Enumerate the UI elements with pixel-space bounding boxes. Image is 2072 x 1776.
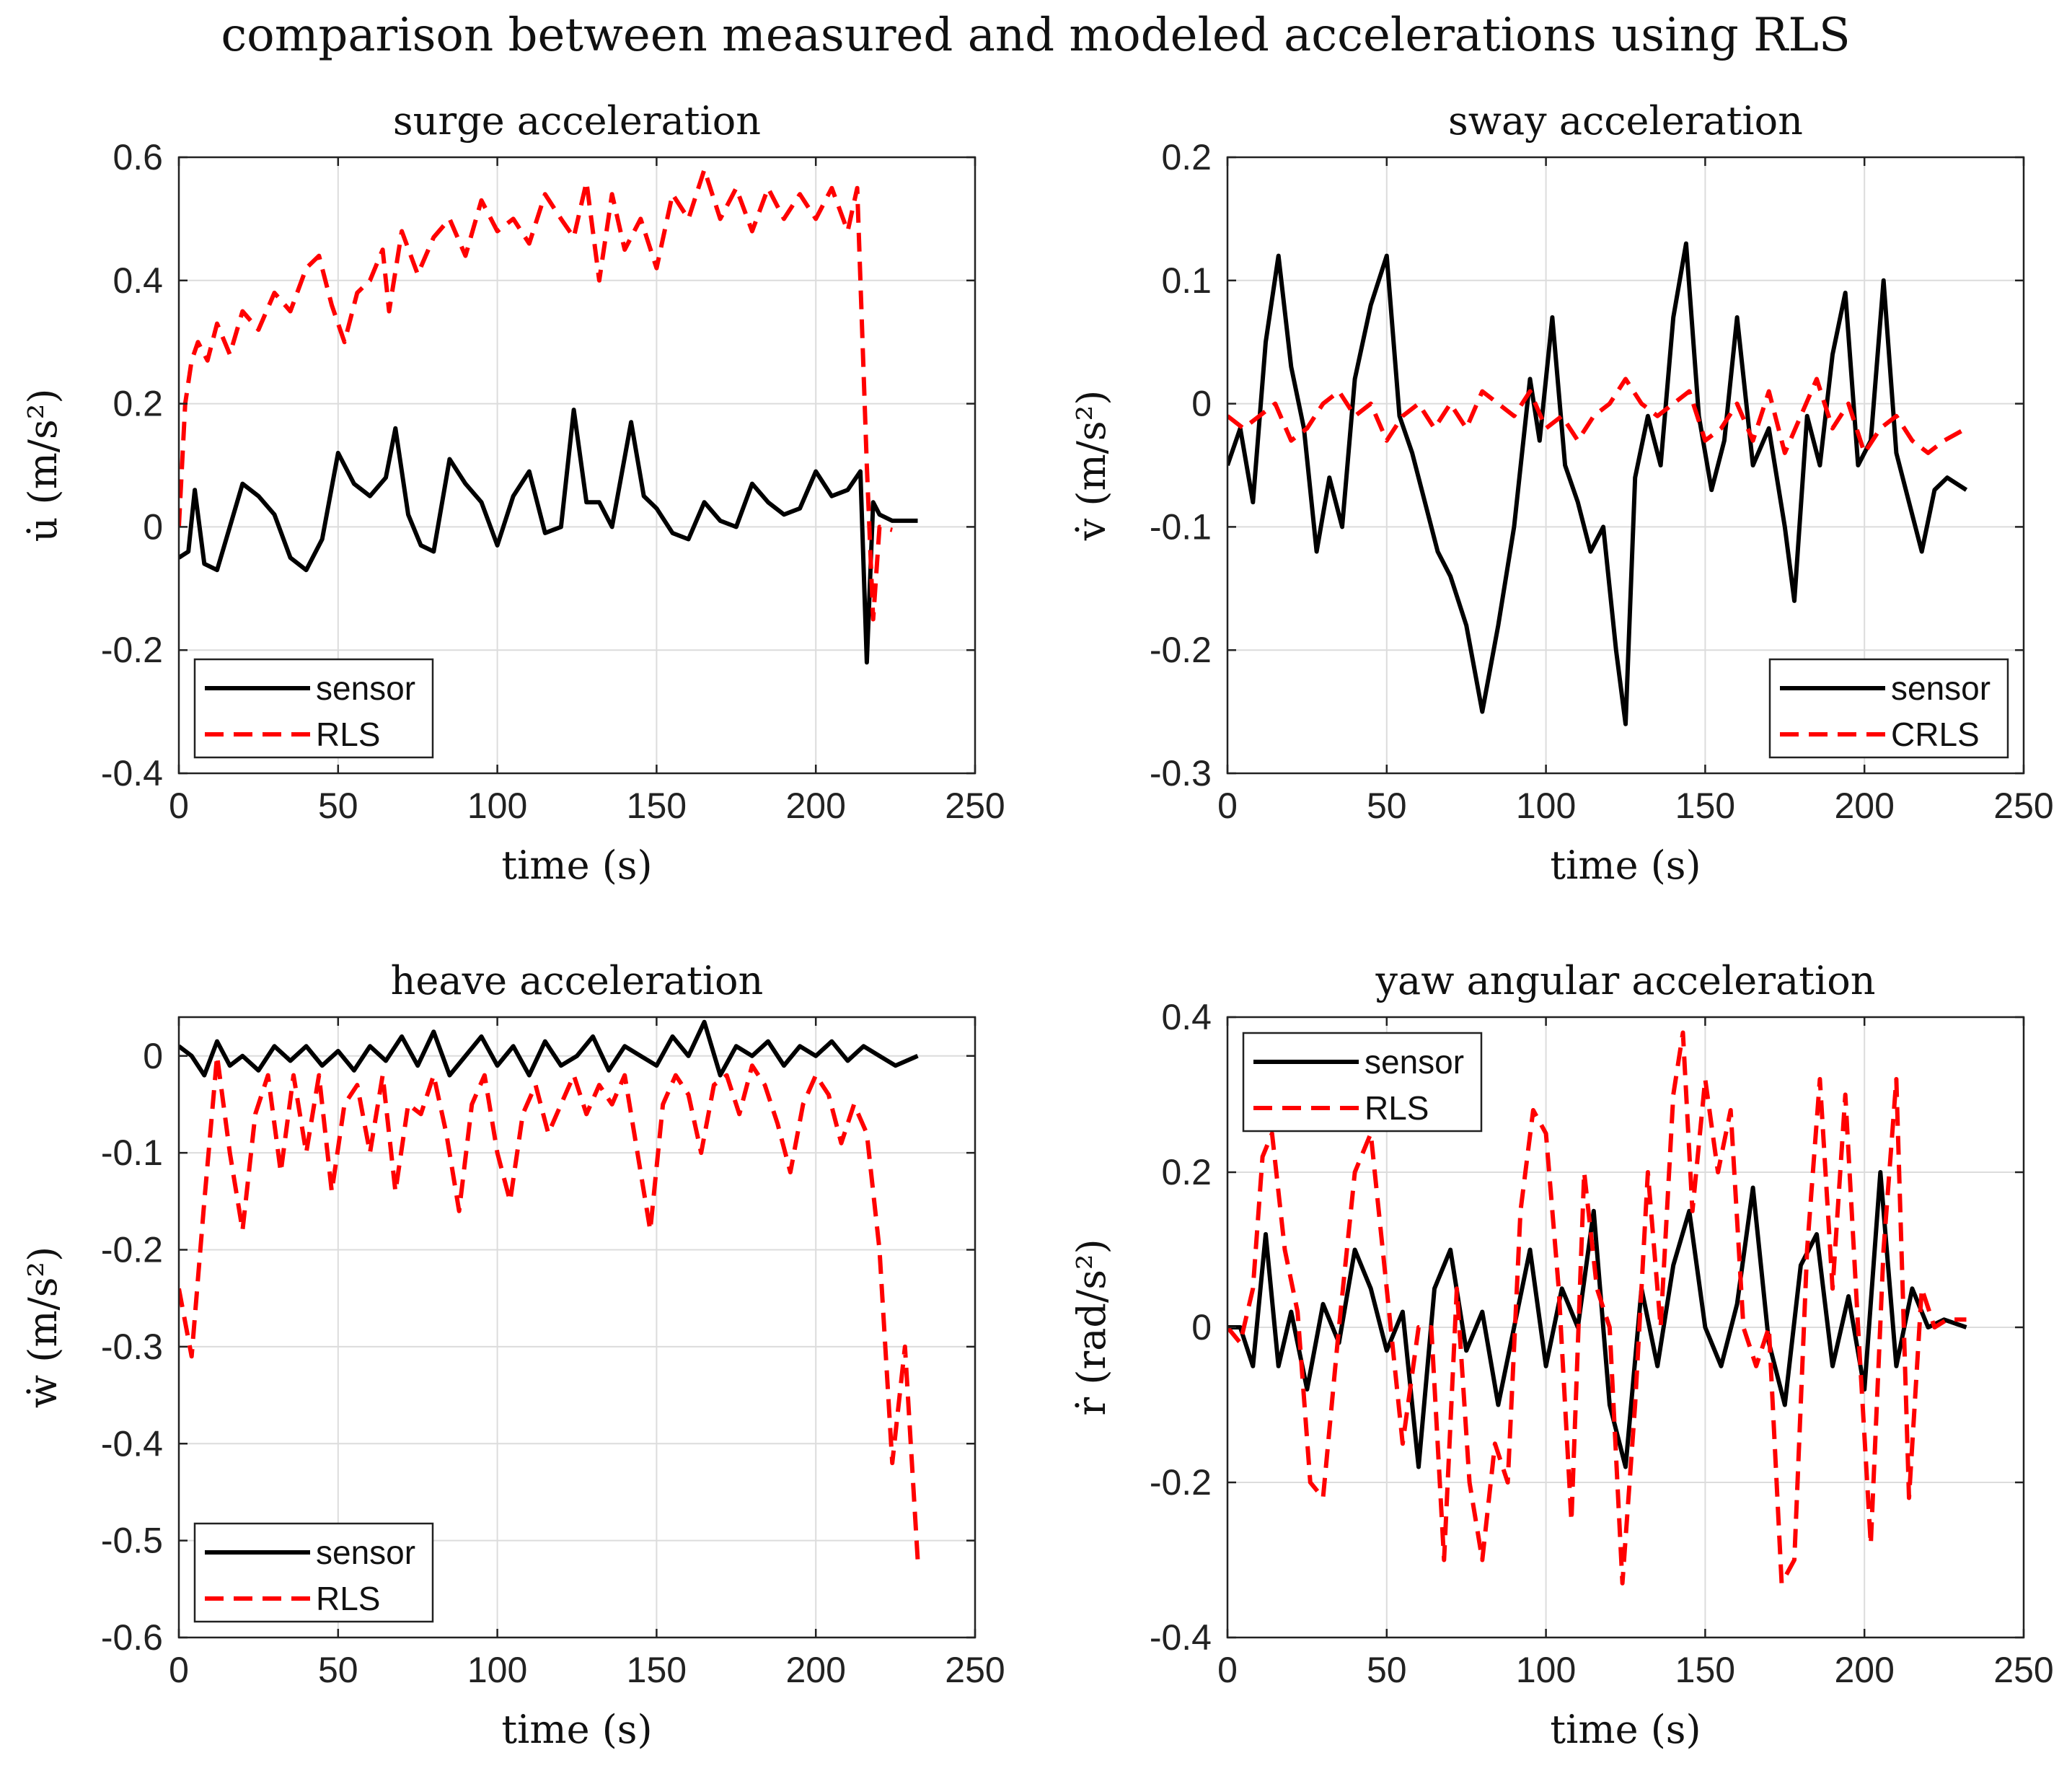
legend-label-rls: RLS	[1365, 1089, 1429, 1127]
y-tick-label: 0	[143, 506, 163, 547]
x-axis-label: time (s)	[1550, 1707, 1701, 1752]
legend-box	[193, 658, 434, 759]
x-tick-label: 150	[627, 786, 687, 826]
y-tick-label: 0	[143, 1036, 163, 1076]
legend-label-sensor: sensor	[316, 1534, 415, 1571]
subplot-2: 0 50 100 150 200 250 -0.3 -0.2 -0.1 0 0.1 0.2 sway a…	[1069, 98, 2054, 888]
x-tick-label: 250	[945, 786, 1005, 826]
x-tick-label: 0	[169, 786, 189, 826]
y-tick-label: -0.3	[101, 1327, 163, 1367]
x-axis-label: time (s)	[501, 1707, 652, 1752]
y-tick-label: -0.3	[1150, 753, 1212, 794]
subplot-3: 0 50 100 150 200 250 -0.6 -0.5 -0.4 -0.3 -0.2 -0.1 0…	[20, 958, 1005, 1752]
series-line-rls	[1227, 1030, 1967, 1586]
y-tick-label: 0.2	[1161, 137, 1212, 177]
y-axis-label: ṙ (rad/s²)	[1069, 1239, 1114, 1415]
subplot-4: 0 50 100 150 200 250 -0.4 -0.2 0 0.2 0.4 yaw angula…	[1069, 958, 2054, 1752]
y-axis-label: ẇ (m/s²)	[20, 1247, 66, 1408]
legend-label-sensor: sensor	[1365, 1043, 1464, 1081]
y-tick-label: -0.1	[1150, 506, 1212, 547]
x-tick-label: 150	[1675, 1650, 1735, 1690]
x-tick-label: 0	[1217, 786, 1238, 826]
legend-label-rls: RLS	[316, 1580, 380, 1617]
subplot-title: yaw angular acceleration	[1375, 958, 1876, 1003]
y-tick-label: 0	[1191, 1307, 1212, 1348]
x-tick-label: 200	[785, 1650, 845, 1690]
series-line-rls	[179, 1053, 920, 1560]
x-tick-label: 50	[318, 786, 358, 826]
y-tick-label: 0.4	[113, 260, 163, 301]
y-tick-label: -0.2	[1150, 1462, 1212, 1503]
y-tick-label: 0.4	[1161, 997, 1212, 1037]
x-tick-label: 250	[1993, 786, 2053, 826]
y-tick-label: -0.5	[101, 1521, 163, 1561]
y-tick-label: 0.6	[113, 137, 163, 177]
subplot-grid: 0 50 100 150 200 250 -0.4 -0.2 0 0.2 0.4 0.6 surge a…	[20, 98, 2054, 1752]
legend-label-rls: RLS	[316, 716, 380, 753]
y-tick-label: 0.2	[1161, 1152, 1212, 1192]
subplot-1: 0 50 100 150 200 250 -0.4 -0.2 0 0.2 0.4 0.6 surge a…	[20, 98, 1005, 888]
x-tick-label: 150	[1675, 786, 1735, 826]
legend: sensor RLS	[193, 658, 434, 759]
series-line-rls	[179, 167, 893, 622]
series-line-sensor	[1227, 241, 1968, 726]
y-tick-label: -0.1	[101, 1133, 163, 1173]
subplot-title: heave acceleration	[391, 958, 764, 1003]
legend-label-sensor: sensor	[316, 669, 415, 707]
y-tick-label: 0	[1191, 384, 1212, 424]
x-tick-label: 200	[1834, 786, 1894, 826]
x-tick-label: 200	[785, 786, 845, 826]
subplot-title: surge acceleration	[393, 98, 761, 144]
x-tick-label: 0	[1217, 1650, 1238, 1690]
subplot-title: sway acceleration	[1448, 98, 1803, 144]
y-tick-label: 0.2	[113, 384, 163, 424]
y-tick-label: -0.4	[101, 753, 163, 794]
legend-label-crls: CRLS	[1891, 716, 1980, 753]
axes-frame	[177, 156, 977, 775]
x-tick-label: 250	[945, 1650, 1005, 1690]
x-tick-label: 250	[1993, 1650, 2053, 1690]
y-tick-label: -0.4	[1150, 1617, 1212, 1658]
x-tick-label: 50	[1367, 786, 1407, 826]
y-axis-label: u̇ (m/s²)	[20, 389, 66, 542]
x-tick-label: 150	[627, 1650, 687, 1690]
y-tick-label: -0.4	[101, 1423, 163, 1464]
y-tick-label: 0.1	[1161, 260, 1212, 301]
series-line-sensor	[179, 1019, 919, 1078]
axes-frame	[177, 1016, 977, 1639]
y-tick-label: -0.6	[101, 1617, 163, 1658]
y-tick-label: -0.2	[101, 1230, 163, 1270]
legend-label-sensor: sensor	[1891, 669, 1991, 707]
series-line-sensor	[179, 408, 918, 665]
legend: sensor CRLS	[1768, 658, 2009, 759]
series-line-crls	[1227, 377, 1967, 455]
x-tick-label: 50	[318, 1650, 358, 1690]
x-tick-label: 100	[1516, 1650, 1576, 1690]
x-tick-label: 100	[1516, 786, 1576, 826]
axes-frame	[1226, 156, 2025, 775]
y-axis-label: v̇ (m/s²)	[1069, 390, 1114, 542]
legend-box	[1242, 1032, 1483, 1133]
x-tick-label: 100	[467, 1650, 527, 1690]
x-tick-label: 0	[169, 1650, 189, 1690]
x-tick-label: 200	[1834, 1650, 1894, 1690]
x-axis-label: time (s)	[1550, 843, 1701, 888]
legend-box	[1768, 658, 2009, 759]
legend-box	[193, 1522, 434, 1623]
y-tick-label: -0.2	[101, 630, 163, 670]
figure-title: comparison between measured and modeled …	[221, 9, 1850, 62]
y-tick-label: -0.2	[1150, 630, 1212, 670]
legend: sensor RLS	[193, 1522, 434, 1623]
x-tick-label: 100	[467, 786, 527, 826]
x-tick-label: 50	[1367, 1650, 1407, 1690]
legend: sensor RLS	[1242, 1032, 1483, 1133]
x-axis-label: time (s)	[501, 843, 652, 888]
